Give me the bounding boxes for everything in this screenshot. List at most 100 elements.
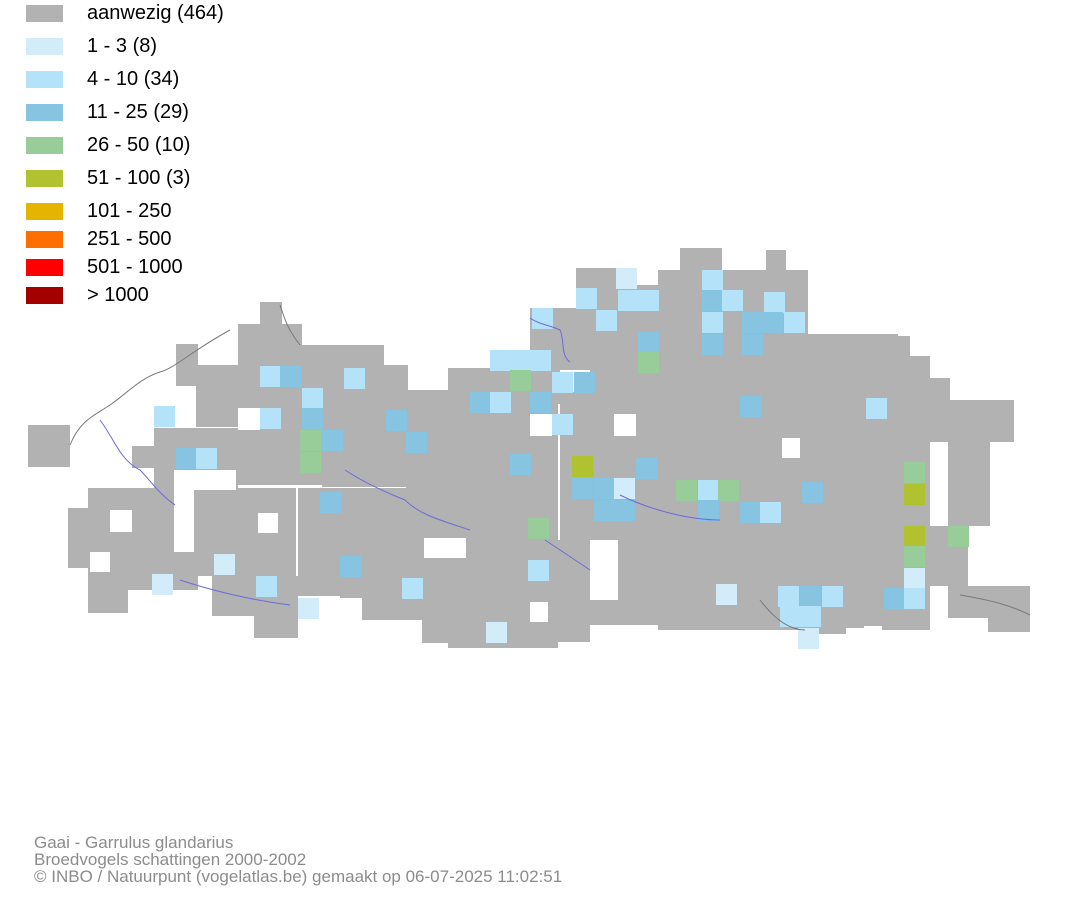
presence-block (882, 608, 924, 630)
atlas-square (904, 526, 925, 547)
atlas-square (594, 500, 615, 521)
legend-entry: 4 - 10 (34) (26, 68, 179, 90)
river-line (344, 469, 471, 531)
legend-swatch (26, 103, 63, 121)
legend-swatch (26, 258, 63, 276)
atlas-square (638, 332, 659, 353)
atlas-square (800, 606, 821, 627)
legend-swatch (26, 4, 63, 22)
atlas-square (638, 290, 659, 311)
copyright-line: © INBO / Natuurpunt (vogelatlas.be) gema… (34, 867, 563, 886)
river-line (544, 539, 591, 571)
presence-block (300, 345, 384, 387)
atlas-square (486, 622, 507, 643)
atlas-square (904, 588, 925, 609)
atlas-square (214, 554, 235, 575)
atlas-square (490, 350, 511, 371)
atlas-square (784, 312, 805, 333)
atlas-square (256, 576, 277, 597)
presence-block (722, 270, 744, 294)
atlas-square (552, 414, 573, 435)
atlas-square (904, 568, 925, 589)
coast-line (69, 329, 231, 446)
border-line (279, 304, 301, 346)
legend-swatch (26, 202, 63, 220)
atlas-square (470, 392, 491, 413)
atlas-square (676, 480, 697, 501)
presence-block (930, 400, 1014, 442)
map-gap (110, 510, 132, 532)
atlas-square (300, 430, 321, 451)
atlas-square (702, 290, 723, 311)
legend-label: aanwezig (464) (87, 2, 224, 24)
atlas-square (760, 502, 781, 523)
map-gap (614, 414, 636, 436)
atlas-square (528, 518, 549, 539)
atlas-square (742, 334, 763, 355)
river-line (619, 494, 721, 521)
legend-entry: > 1000 (26, 284, 149, 306)
atlas-square (576, 288, 597, 309)
atlas-square (510, 370, 531, 391)
dataset-name: Broedvogels schattingen 2000-2002 (34, 850, 307, 869)
atlas-square (510, 454, 531, 475)
legend-entry: 11 - 25 (29) (26, 101, 189, 123)
atlas-square (698, 500, 719, 521)
presence-block (218, 365, 238, 407)
rivers (69, 304, 1031, 631)
atlas-square (344, 368, 365, 389)
species-name: Gaai - Garrulus glandarius (34, 833, 234, 852)
atlas-square (716, 584, 737, 605)
atlas-square (302, 388, 323, 409)
abundance-cells (152, 268, 969, 649)
legend-entry: 51 - 100 (3) (26, 167, 190, 189)
atlas-square (866, 398, 887, 419)
atlas-square (320, 492, 341, 513)
atlas-square (154, 406, 175, 427)
presence-block (48, 425, 70, 447)
atlas-square (572, 478, 593, 499)
atlas-square (702, 312, 723, 333)
atlas-square (722, 290, 743, 311)
legend-label: 51 - 100 (3) (87, 167, 191, 189)
map-gap (530, 602, 548, 622)
presence-block (528, 540, 590, 642)
border-line (759, 599, 806, 631)
map-gaps (90, 408, 800, 622)
legend-label: 26 - 50 (10) (87, 134, 191, 156)
map-gap (782, 438, 800, 458)
atlas-square (594, 478, 615, 499)
atlas-square (280, 366, 301, 387)
presence-block (260, 302, 282, 344)
atlas-square (614, 500, 635, 521)
presence-block (988, 612, 1030, 632)
atlas-square (638, 352, 659, 373)
atlas-square (574, 372, 595, 393)
atlas-square (762, 312, 783, 333)
atlas-square (572, 456, 593, 477)
river-line (179, 579, 291, 606)
atlas-square (176, 448, 197, 469)
atlas-square (596, 310, 617, 331)
atlas-square (510, 350, 531, 371)
presence-block (840, 602, 864, 628)
atlas-square (904, 462, 925, 483)
legend-swatch (26, 169, 63, 187)
atlas-square (800, 586, 821, 607)
atlas-square (740, 396, 761, 417)
legend-label: 4 - 10 (34) (87, 68, 180, 90)
atlas-square (152, 574, 173, 595)
legend-swatch (26, 286, 63, 304)
atlas-square (402, 578, 423, 599)
atlas-square (904, 546, 925, 567)
atlas-square (764, 292, 785, 313)
atlas-square (616, 268, 637, 289)
presence-block (176, 344, 198, 386)
atlas-square (702, 270, 723, 291)
atlas-square (780, 606, 801, 627)
presence-block (88, 568, 128, 613)
atlas-square (698, 480, 719, 501)
atlas-square (490, 392, 511, 413)
legend-label: > 1000 (87, 284, 149, 306)
